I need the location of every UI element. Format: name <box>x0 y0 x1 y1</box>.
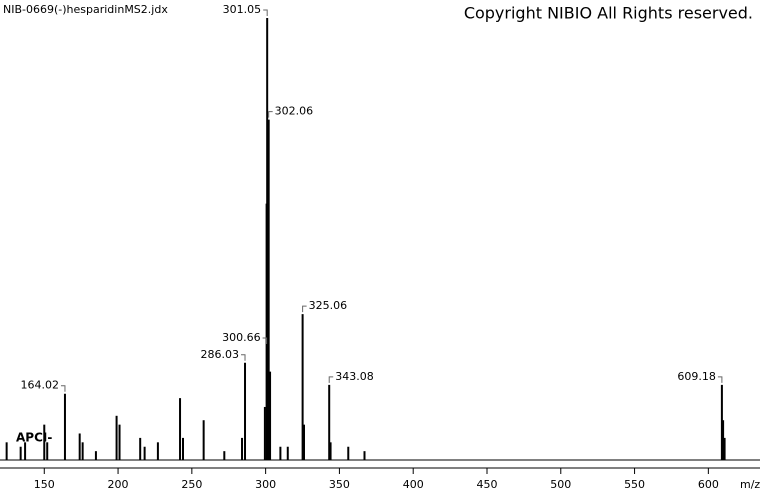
x-tick-label: 400 <box>403 478 424 491</box>
label-bracket <box>241 354 246 361</box>
x-tick-label: 200 <box>108 478 129 491</box>
peak-label: 609.18 <box>677 370 716 383</box>
x-tick-label: 500 <box>550 478 571 491</box>
chart-title: NIB-0669(-)hesparidinMS2.jdx <box>3 3 168 16</box>
x-tick-label: 600 <box>698 478 719 491</box>
peak-label: 343.08 <box>335 370 374 383</box>
peak-label: 300.66 <box>222 331 261 344</box>
peak-label: 164.02 <box>20 379 59 392</box>
x-tick-label: 350 <box>329 478 350 491</box>
x-tick-label: 150 <box>34 478 55 491</box>
x-tick-label: 300 <box>255 478 276 491</box>
label-bracket <box>268 111 273 118</box>
x-tick-label: 250 <box>181 478 202 491</box>
label-bracket <box>262 337 268 344</box>
label-bracket <box>302 305 307 313</box>
x-tick-label: 450 <box>476 478 497 491</box>
label-bracket <box>263 9 268 16</box>
label-bracket <box>60 385 66 392</box>
x-axis-label: m/z <box>740 478 760 491</box>
peak-label: 301.05 <box>223 3 262 16</box>
label-bracket <box>328 376 334 383</box>
label-bracket <box>717 376 723 383</box>
ionization-mode: APCI- <box>16 431 52 445</box>
peak-label: 302.06 <box>275 105 314 118</box>
peak-label: 286.03 <box>201 348 240 361</box>
x-tick-label: 550 <box>624 478 645 491</box>
copyright: Copyright NIBIO All Rights reserved. <box>464 4 753 23</box>
peak-label: 325.06 <box>309 299 348 312</box>
